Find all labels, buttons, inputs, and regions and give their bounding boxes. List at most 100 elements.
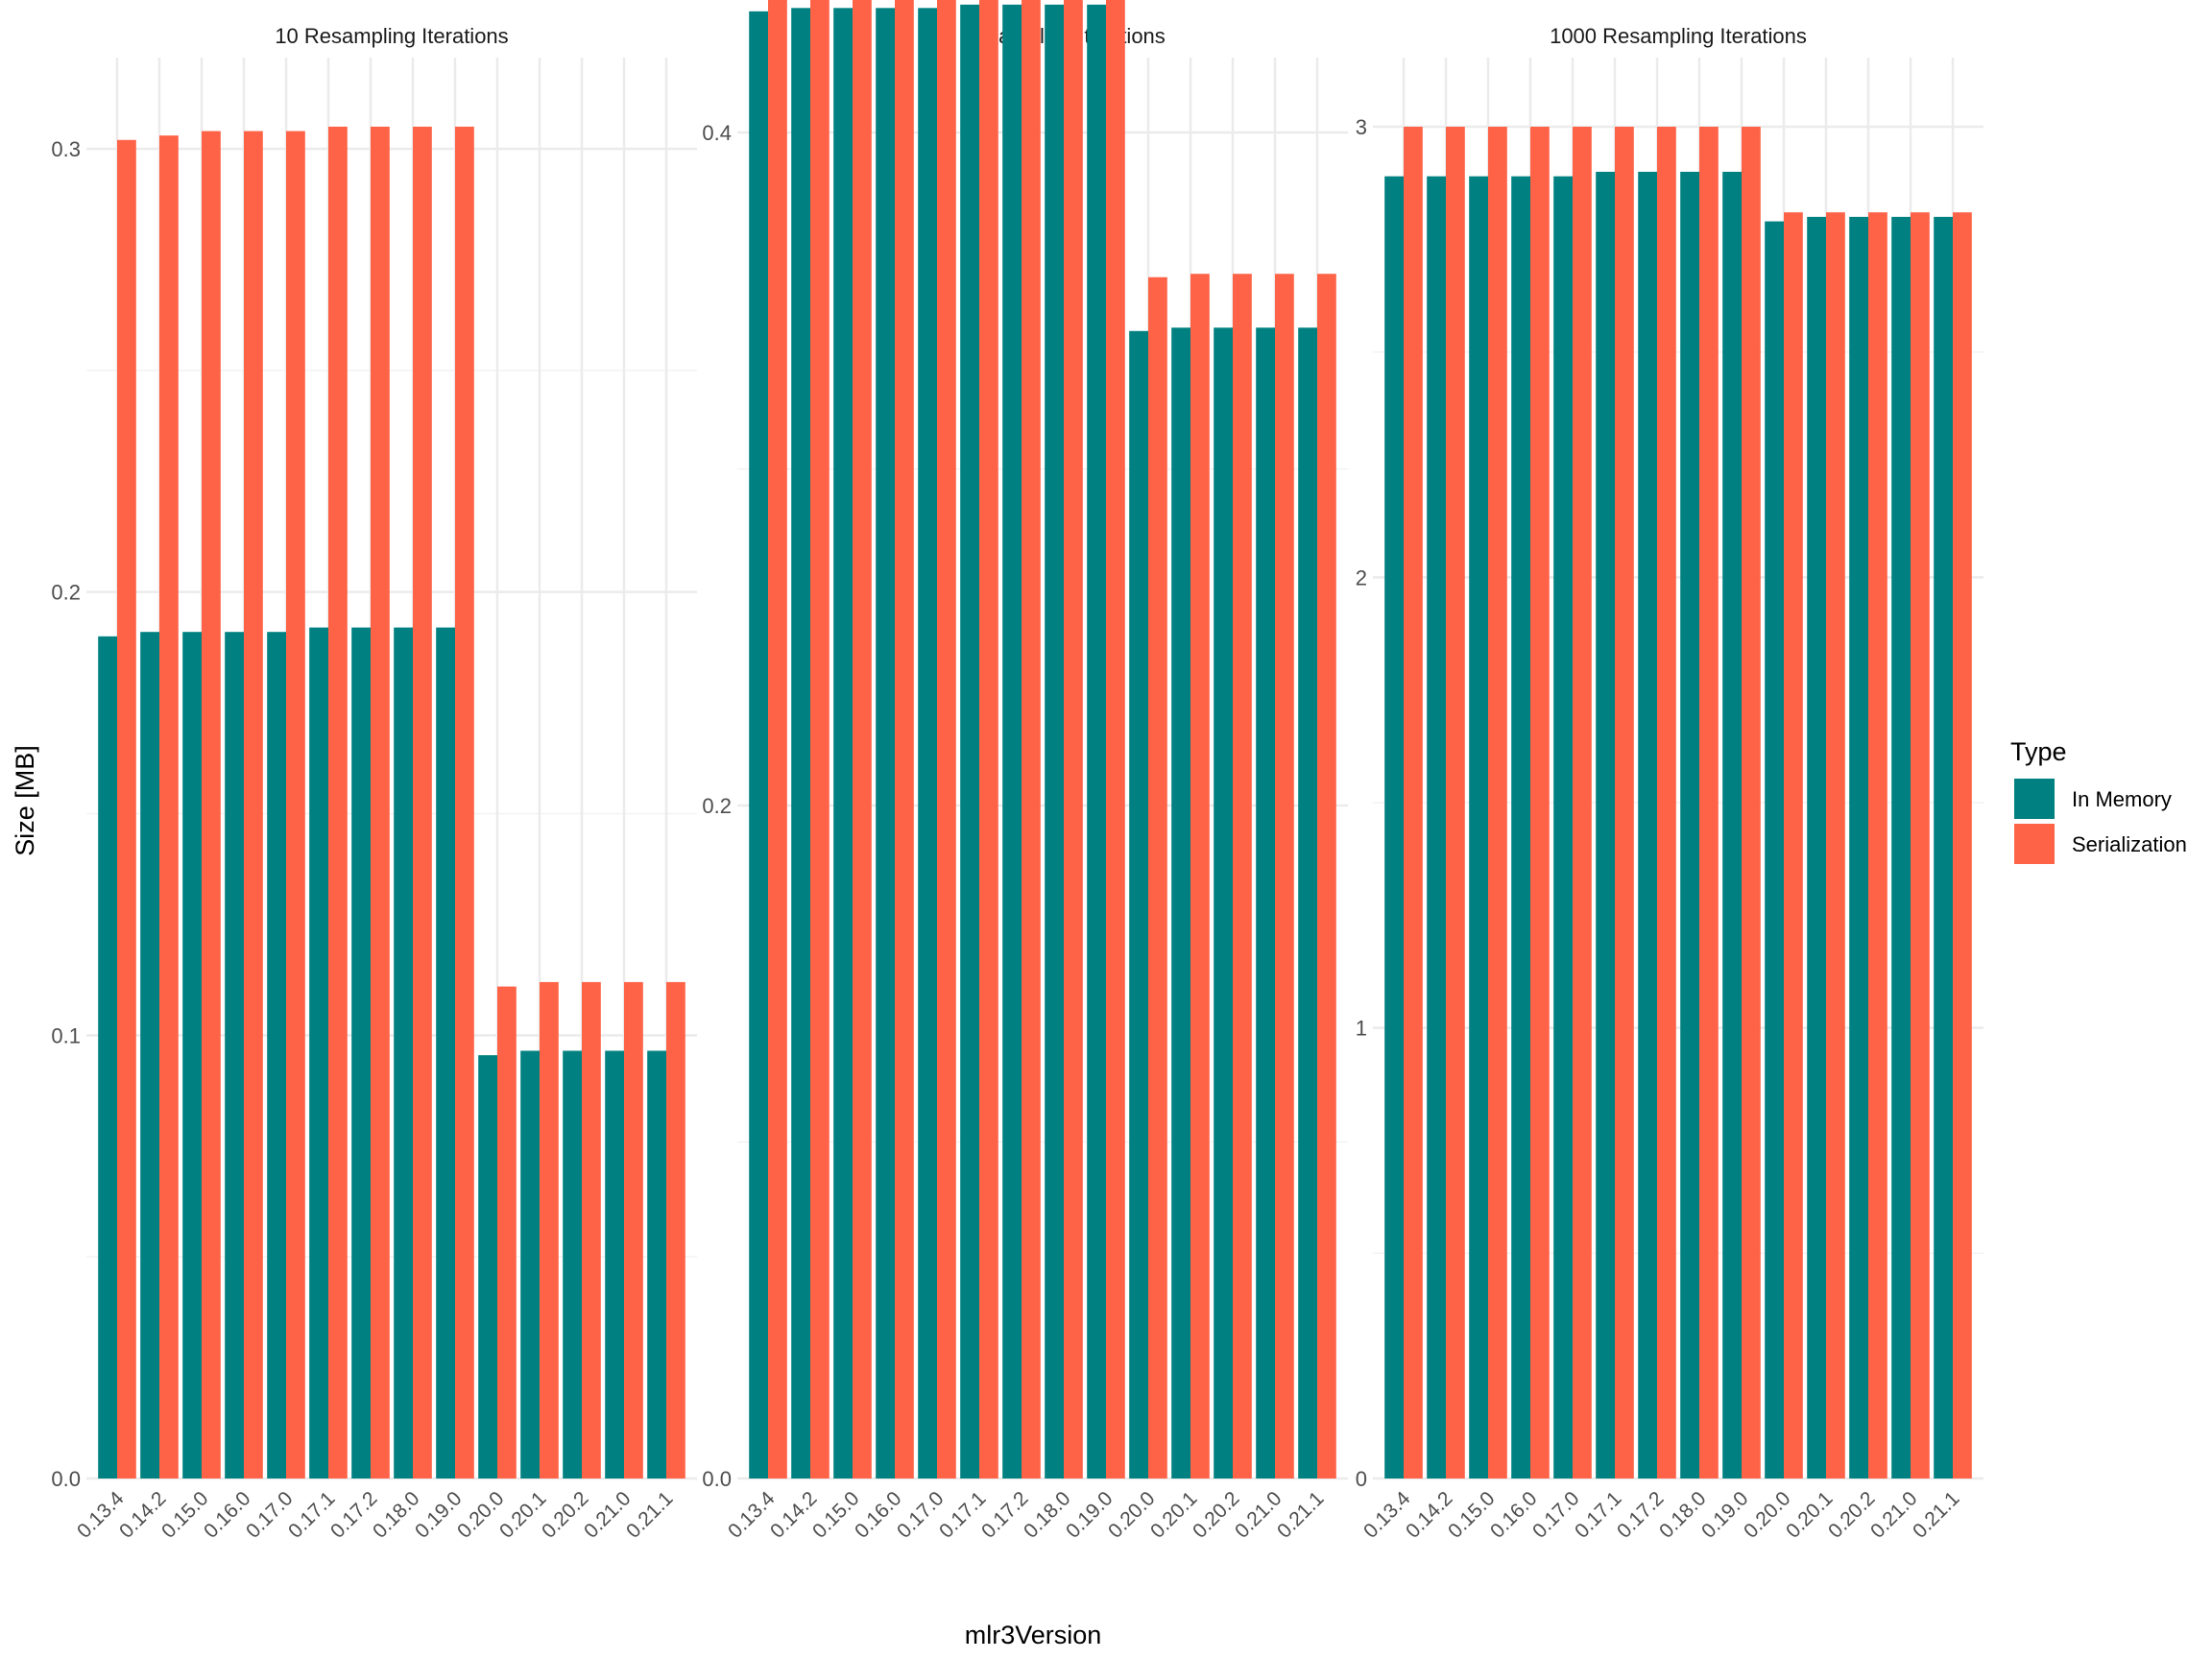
bar-serialization-0-17-1 [1615, 127, 1634, 1479]
x-tick-label: 0.19.0 [1062, 1487, 1118, 1543]
bar-in-memory-0-19-0 [1087, 4, 1106, 1479]
bar-in-memory-0-20-1 [1171, 327, 1190, 1479]
bar-in-memory-0-20-0 [478, 1055, 497, 1479]
x-tick-label: 0.21.0 [1231, 1487, 1286, 1543]
legend-title: Type [2010, 737, 2067, 766]
bar-serialization-0-16-0 [895, 0, 914, 1479]
bar-in-memory-0-21-0 [605, 1050, 624, 1479]
bar-serialization-0-20-0 [497, 986, 517, 1479]
x-tick-label: 0.16.0 [851, 1487, 906, 1543]
panel-2: 0.0 0.2 0.4 100 Resampling Iterations 0.13.4… [702, 0, 1348, 1543]
bar-serialization-0-13-4 [117, 139, 136, 1479]
y-tick-label: 2 [1356, 565, 1367, 589]
bar-in-memory-0-17-0 [1553, 176, 1573, 1479]
x-tick-label: 0.20.0 [453, 1487, 509, 1543]
bar-serialization-0-20-0 [1784, 212, 1803, 1479]
x-tick-label: 0.14.2 [766, 1487, 822, 1543]
bar-in-memory-0-21-0 [1256, 327, 1275, 1479]
bar-serialization-0-17-2 [371, 126, 390, 1479]
x-tick-label: 0.20.0 [1104, 1487, 1160, 1543]
bar-in-memory-0-15-0 [182, 632, 202, 1479]
bar-in-memory-0-17-1 [1596, 171, 1615, 1479]
x-tick-label: 0.20.1 [1782, 1487, 1838, 1543]
bar-serialization-0-19-0 [1742, 127, 1761, 1479]
x-tick-label: 0.18.0 [1020, 1487, 1075, 1543]
bar-serialization-0-14-2 [1446, 127, 1465, 1479]
bar-in-memory-0-16-0 [876, 8, 895, 1479]
x-tick-label: 0.21.0 [580, 1487, 636, 1543]
bar-serialization-0-20-2 [1868, 212, 1887, 1479]
bar-in-memory-0-21-1 [1298, 327, 1317, 1479]
bar-serialization-0-13-4 [1404, 127, 1423, 1479]
bar-in-memory-0-16-0 [225, 632, 244, 1479]
y-tick-label: 0.0 [51, 1467, 81, 1491]
bar-serialization-0-17-0 [1573, 127, 1592, 1479]
panel-title: 1000 Resampling Iterations [1550, 24, 1807, 48]
y-tick-label: 0.2 [702, 794, 732, 818]
bar-in-memory-0-20-2 [563, 1050, 582, 1479]
y-tick-label: 0.0 [702, 1467, 732, 1491]
bar-in-memory-0-15-0 [1469, 176, 1488, 1479]
bar-serialization-0-14-2 [159, 135, 179, 1479]
bar-serialization-0-20-1 [1826, 212, 1845, 1479]
y-tick-label: 0 [1356, 1467, 1367, 1491]
bar-in-memory-0-17-2 [1638, 171, 1657, 1479]
bar-serialization-0-21-1 [1317, 274, 1336, 1479]
y-axis-title: Size [MB] [11, 745, 39, 856]
bar-in-memory-0-14-2 [140, 632, 159, 1479]
x-tick-label: 0.17.2 [977, 1487, 1033, 1543]
y-tick-label: 0.2 [51, 581, 81, 605]
bar-in-memory-0-20-0 [1765, 221, 1784, 1479]
bar-in-memory-0-18-0 [1680, 171, 1699, 1479]
x-tick-label: 0.14.2 [115, 1487, 171, 1543]
legend-key-in-memory [2014, 779, 2055, 819]
bar-in-memory-0-18-0 [1045, 4, 1064, 1479]
bar-serialization-0-17-0 [286, 131, 305, 1479]
bar-in-memory-0-20-0 [1129, 330, 1148, 1479]
bar-in-memory-0-17-1 [309, 627, 328, 1479]
x-tick-label: 0.20.2 [1824, 1487, 1880, 1543]
bar-serialization-0-20-2 [582, 981, 601, 1479]
x-tick-label: 0.20.1 [1146, 1487, 1202, 1543]
panel-3: 0 1 2 3 1000 Resampling Iterations 0.13.40.14… [1356, 24, 1984, 1543]
bar-serialization-0-20-0 [1148, 276, 1167, 1479]
bar-serialization-0-21-0 [1275, 274, 1294, 1479]
x-tick-label: 0.17.2 [1613, 1487, 1669, 1543]
panel-title: 10 Resampling Iterations [275, 24, 508, 48]
y-tick-label: 3 [1356, 115, 1367, 139]
bar-serialization-0-21-1 [666, 981, 685, 1479]
bar-in-memory-0-17-2 [351, 627, 371, 1479]
bar-in-memory-0-19-0 [436, 627, 455, 1479]
x-tick-label: 0.20.2 [1189, 1487, 1244, 1543]
bar-in-memory-0-14-2 [791, 8, 810, 1479]
x-tick-label: 0.17.0 [893, 1487, 949, 1543]
legend-label-serialization: Serialization [2072, 832, 2187, 856]
panels-layer: 0.0 0.1 0.2 0.3 10 Resampling Iterations 0.13… [51, 0, 1984, 1543]
bar-serialization-0-13-4 [768, 0, 787, 1479]
x-tick-label: 0.17.0 [1528, 1487, 1584, 1543]
bar-serialization-0-21-1 [1953, 212, 1972, 1479]
x-tick-label: 0.17.1 [1571, 1487, 1626, 1543]
bar-serialization-0-21-0 [624, 981, 643, 1479]
legend-label-in-memory: In Memory [2072, 787, 2172, 811]
x-tick-label: 0.15.0 [808, 1487, 864, 1543]
bar-serialization-0-17-0 [937, 0, 956, 1479]
x-tick-label: 0.13.4 [1359, 1487, 1415, 1543]
bar-serialization-0-15-0 [202, 131, 221, 1479]
bar-serialization-0-21-0 [1911, 212, 1930, 1479]
bar-serialization-0-20-2 [1233, 274, 1252, 1479]
bar-serialization-0-17-2 [1657, 127, 1676, 1479]
bar-serialization-0-16-0 [244, 131, 263, 1479]
x-tick-label: 0.17.1 [284, 1487, 340, 1543]
legend-key-serialization [2014, 824, 2055, 864]
bar-in-memory-0-21-1 [1934, 216, 1953, 1479]
x-tick-label: 0.16.0 [1486, 1487, 1542, 1543]
bar-in-memory-0-17-1 [960, 4, 979, 1479]
bar-in-memory-0-20-2 [1849, 216, 1868, 1479]
x-tick-label: 0.15.0 [1444, 1487, 1500, 1543]
bar-in-memory-0-13-4 [98, 636, 117, 1479]
bar-in-memory-0-21-0 [1891, 216, 1911, 1479]
bar-serialization-0-19-0 [455, 126, 474, 1479]
x-tick-label: 0.13.4 [724, 1487, 780, 1543]
